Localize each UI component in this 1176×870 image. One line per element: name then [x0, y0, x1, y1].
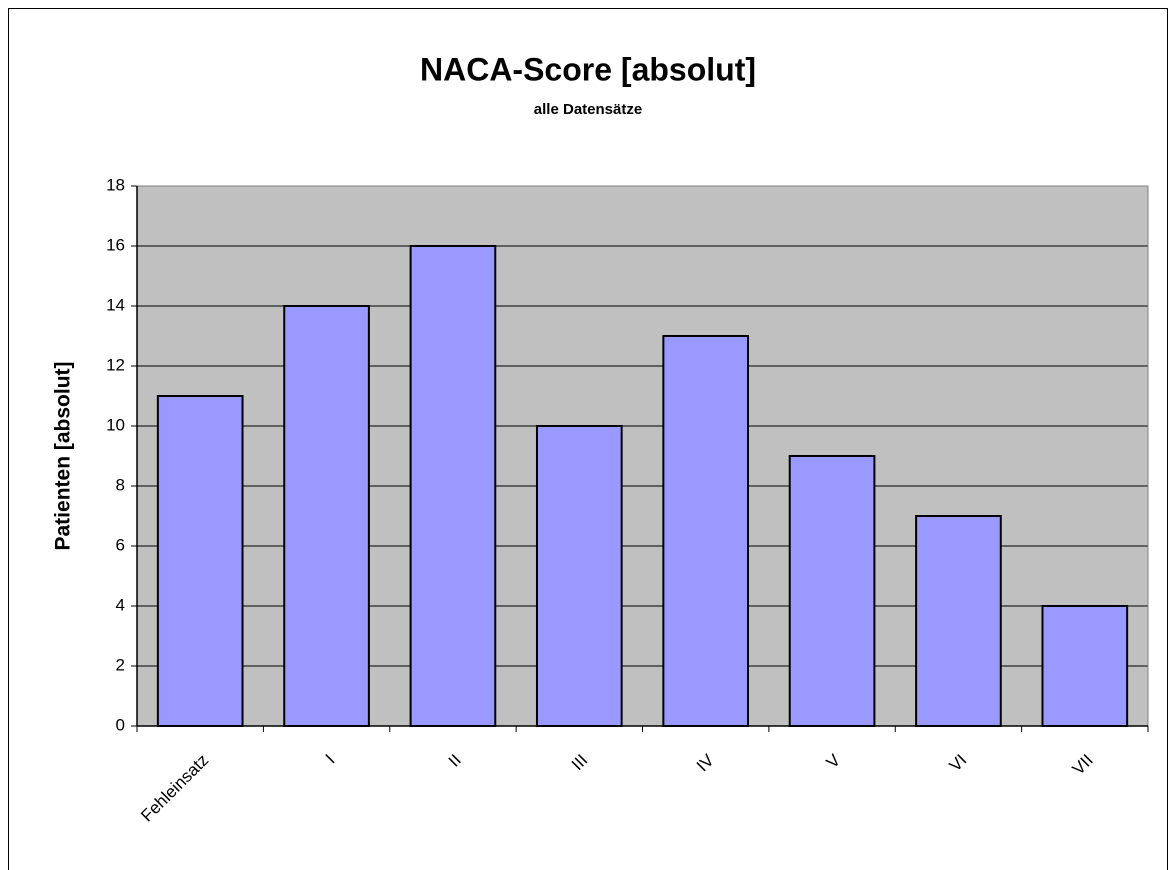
bar [1041, 605, 1129, 727]
y-tick-label: 2 [116, 655, 125, 674]
bar [409, 245, 497, 727]
bar [915, 515, 1002, 727]
y-tick-label: 8 [116, 475, 125, 494]
chart-subtitle: alle Datensätze [534, 101, 642, 118]
bar [662, 335, 750, 727]
y-tick-label: 6 [116, 535, 125, 554]
y-tick-label: 18 [106, 175, 125, 194]
y-tick-label: 0 [116, 715, 125, 734]
y-axis-label: Patienten [absolut] [52, 361, 75, 550]
y-tick-label: 16 [106, 235, 125, 254]
y-tick-label: 14 [106, 295, 125, 314]
y-tick-label: 4 [116, 595, 125, 614]
bar [535, 425, 623, 727]
bar [788, 455, 876, 727]
bar [156, 395, 244, 727]
chart-title: NACA-Score [absolut] [420, 51, 756, 87]
bar [283, 305, 370, 727]
y-tick-label: 10 [106, 415, 125, 434]
y-tick-label: 12 [106, 355, 125, 374]
